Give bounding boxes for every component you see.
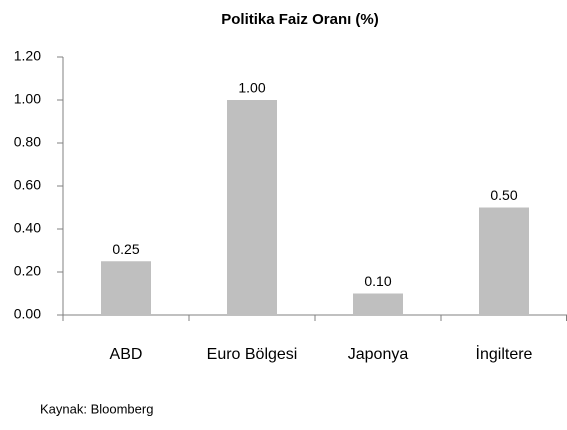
value-label: 0.25 [112,241,139,257]
value-label: 0.50 [490,187,517,203]
source-note: Kaynak: Bloomberg [40,401,153,416]
bar [101,261,151,315]
x-tick-label: ABD [110,346,143,363]
y-tick-label: 0.00 [14,306,41,322]
y-tick-label: 1.20 [14,48,41,64]
x-tick-label: İngiltere [476,344,533,363]
y-tick-label: 0.80 [14,134,41,150]
y-tick-label: 0.60 [14,177,41,193]
y-tick-label: 0.40 [14,220,41,236]
y-tick-label: 0.20 [14,263,41,279]
bar [353,293,403,315]
x-tick-label: Japonya [348,346,409,363]
value-label: 1.00 [238,80,265,96]
bar [227,100,277,315]
y-tick-label: 1.00 [14,91,41,107]
x-tick-label: Euro Bölgesi [207,346,298,363]
bar [479,207,529,315]
value-label: 0.10 [364,273,391,289]
chart-title: Politika Faiz Oranı (%) [221,11,379,28]
